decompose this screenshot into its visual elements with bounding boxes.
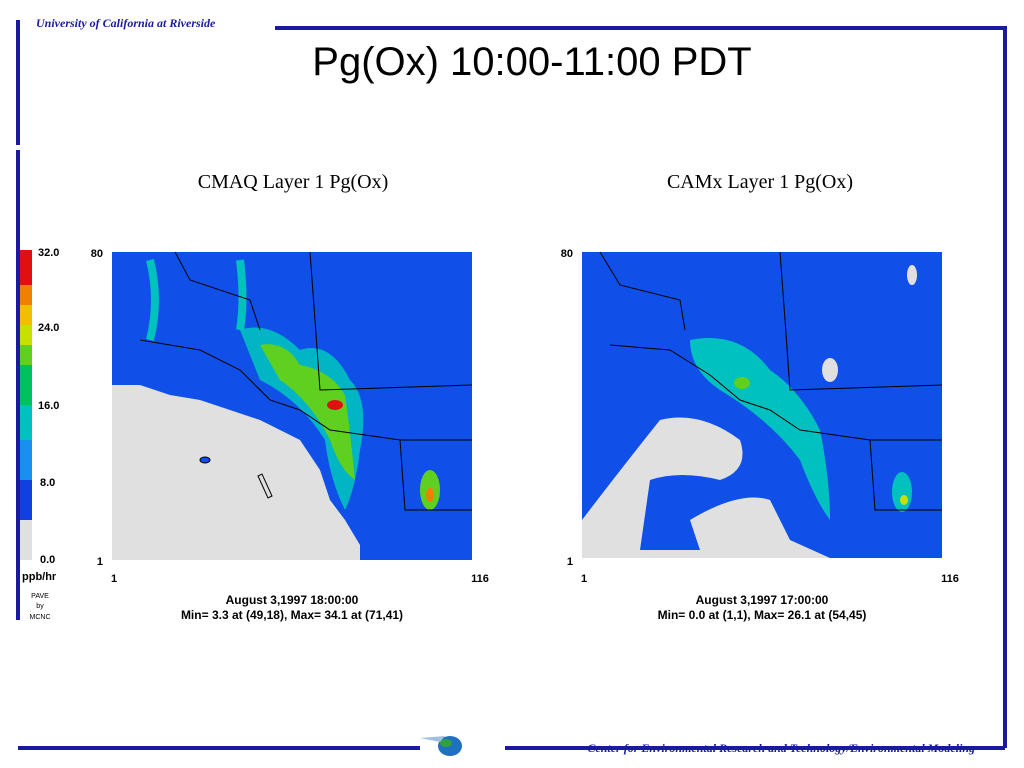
map (112, 251, 473, 560)
axis-label: 1 (567, 556, 573, 568)
panel-date: August 3,1997 17:00:00 (696, 593, 829, 607)
legend-label: 24.0 (38, 322, 59, 334)
legend-label: 32.0 (38, 247, 59, 259)
color-bar (20, 250, 32, 560)
slide-title: Pg(Ox) 10:00-11:00 PDT (312, 40, 751, 84)
credit: MCNC (30, 614, 51, 621)
panel-labels: CMAQ Layer 1 Pg(Ox) 80 1 1 116 August 3,… (91, 171, 959, 622)
panel-date: August 3,1997 18:00:00 (226, 593, 359, 607)
panel-stats: Min= 0.0 at (1,1), Max= 26.1 at (54,45) (658, 608, 867, 622)
legend-label: 8.0 (40, 477, 55, 489)
footer-text: Center for Environmental Research and Te… (587, 741, 975, 755)
axis-label: 1 (581, 573, 587, 585)
axis-label: 80 (91, 248, 103, 260)
axis-label: 116 (941, 573, 959, 585)
map (582, 251, 943, 558)
panel-stats: Min= 3.3 at (49,18), Max= 34.1 at (71,41… (181, 608, 403, 622)
legend-unit: ppb/hr (22, 571, 57, 583)
credit: by (36, 603, 44, 610)
legend-label: 0.0 (40, 554, 55, 566)
footer-logo (420, 736, 462, 756)
legend-label: 16.0 (38, 400, 59, 412)
panel-title: CAMx Layer 1 Pg(Ox) (667, 171, 853, 193)
axis-label: 80 (561, 248, 573, 260)
axis-label: 1 (111, 573, 117, 585)
frame (16, 20, 1007, 750)
axis-label: 1 (97, 556, 103, 568)
axis-label: 116 (471, 573, 489, 585)
credit: PAVE (31, 593, 49, 600)
institution: University of California at Riverside (36, 16, 216, 30)
panel-title: CMAQ Layer 1 Pg(Ox) (198, 171, 389, 193)
